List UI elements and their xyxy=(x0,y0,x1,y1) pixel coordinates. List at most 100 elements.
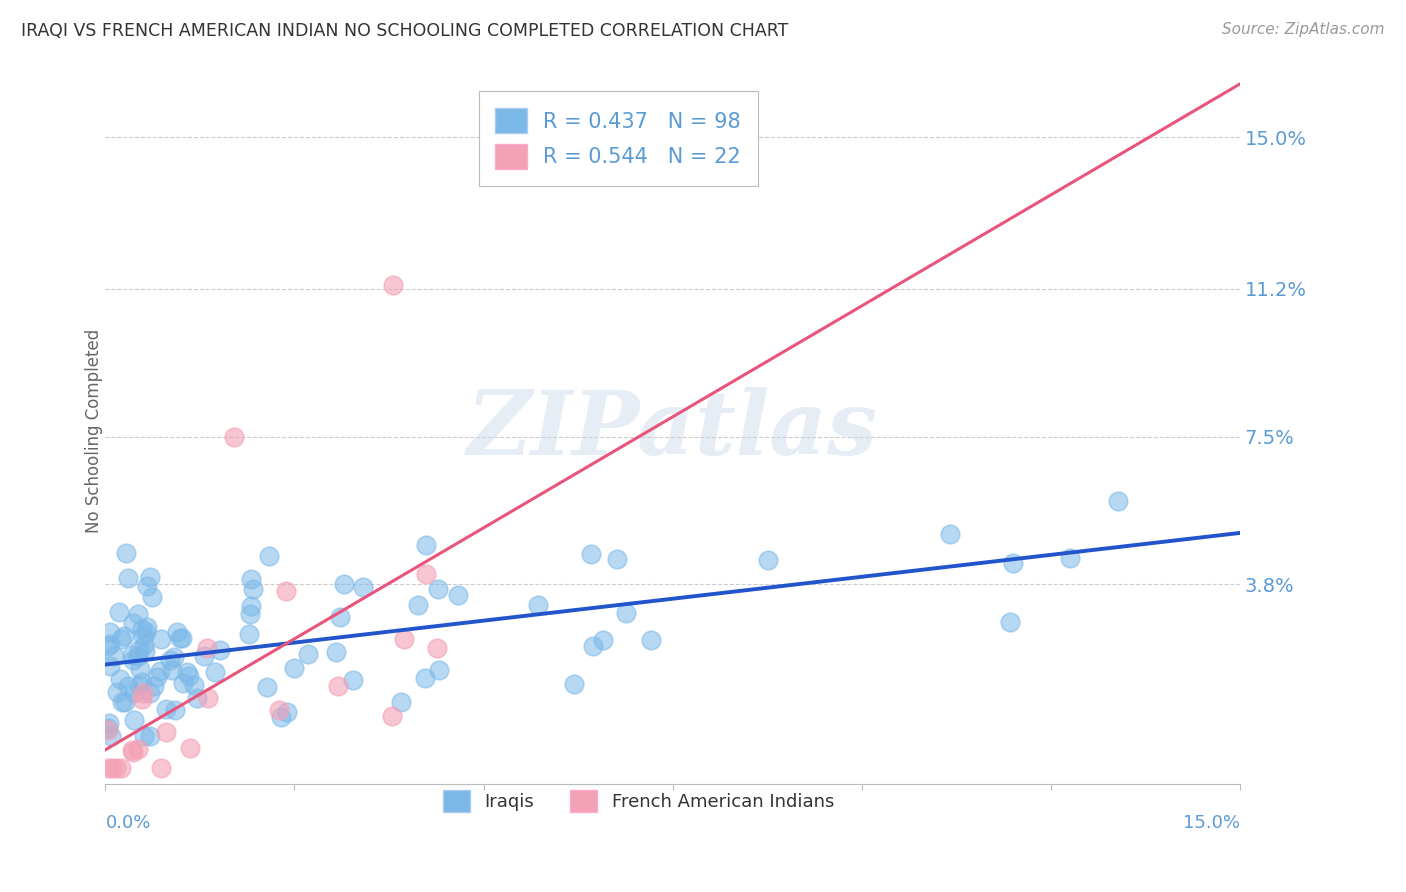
Point xyxy=(1002,556,1025,570)
Point xyxy=(97,761,120,775)
Point xyxy=(415,538,437,552)
Point xyxy=(142,679,165,693)
Point xyxy=(127,607,149,622)
Point xyxy=(110,632,132,646)
Point xyxy=(98,659,121,673)
Point xyxy=(132,638,155,652)
Point xyxy=(127,741,149,756)
Point xyxy=(162,663,184,677)
Point xyxy=(222,429,245,443)
Point xyxy=(283,661,305,675)
Point xyxy=(132,729,155,743)
Point xyxy=(1107,493,1129,508)
Point xyxy=(134,644,156,658)
Point xyxy=(100,761,122,775)
Point xyxy=(117,571,139,585)
Point xyxy=(239,607,262,621)
Point xyxy=(114,695,136,709)
Point xyxy=(352,580,374,594)
Point xyxy=(939,527,962,541)
Point xyxy=(413,671,436,685)
Point xyxy=(163,649,186,664)
Point xyxy=(131,675,153,690)
Point xyxy=(121,743,143,757)
Point xyxy=(257,549,280,563)
Point xyxy=(122,616,145,631)
Point xyxy=(527,598,550,612)
Point xyxy=(592,632,614,647)
Point xyxy=(239,599,262,613)
Point xyxy=(108,672,131,686)
Point xyxy=(179,669,201,683)
Point xyxy=(756,553,779,567)
Text: ZIPatlas: ZIPatlas xyxy=(467,387,879,474)
Point xyxy=(97,716,120,731)
Point xyxy=(131,692,153,706)
Point xyxy=(183,678,205,692)
Point xyxy=(179,740,201,755)
Point xyxy=(136,620,159,634)
Point xyxy=(155,725,177,739)
Point xyxy=(415,566,437,581)
Point xyxy=(427,582,450,596)
Point xyxy=(115,547,138,561)
Point xyxy=(329,610,352,624)
Point xyxy=(107,685,129,699)
Point xyxy=(128,643,150,657)
Point xyxy=(141,590,163,604)
Point xyxy=(270,710,292,724)
Point xyxy=(104,761,127,775)
Text: Source: ZipAtlas.com: Source: ZipAtlas.com xyxy=(1222,22,1385,37)
Point xyxy=(204,665,226,679)
Point xyxy=(193,649,215,664)
Point xyxy=(582,640,605,654)
Point xyxy=(127,649,149,664)
Point xyxy=(197,690,219,705)
Legend: Iraqis, French American Indians: Iraqis, French American Indians xyxy=(434,780,844,821)
Point xyxy=(136,579,159,593)
Point xyxy=(98,624,121,639)
Point xyxy=(1059,551,1081,566)
Point xyxy=(616,606,638,620)
Point xyxy=(239,572,262,586)
Point xyxy=(139,729,162,743)
Point xyxy=(172,676,194,690)
Point xyxy=(97,721,120,735)
Point xyxy=(155,701,177,715)
Point xyxy=(606,551,628,566)
Point xyxy=(124,686,146,700)
Point xyxy=(186,690,208,705)
Text: IRAQI VS FRENCH AMERICAN INDIAN NO SCHOOLING COMPLETED CORRELATION CHART: IRAQI VS FRENCH AMERICAN INDIAN NO SCHOO… xyxy=(21,22,789,40)
Point xyxy=(406,598,429,612)
Point xyxy=(166,625,188,640)
Point xyxy=(97,723,120,737)
Point xyxy=(121,648,143,662)
Point xyxy=(149,632,172,646)
Point xyxy=(98,637,121,651)
Point xyxy=(117,679,139,693)
Point xyxy=(426,641,449,656)
Point xyxy=(103,648,125,663)
Point xyxy=(122,713,145,727)
Point xyxy=(131,629,153,643)
Point xyxy=(1000,615,1022,630)
Text: 0.0%: 0.0% xyxy=(105,814,150,832)
Point xyxy=(146,670,169,684)
Text: 15.0%: 15.0% xyxy=(1182,814,1240,832)
Point xyxy=(581,548,603,562)
Point xyxy=(122,745,145,759)
Point xyxy=(128,678,150,692)
Point xyxy=(562,677,585,691)
Point xyxy=(238,627,260,641)
Point xyxy=(100,729,122,743)
Point xyxy=(394,632,416,646)
Point xyxy=(111,695,134,709)
Point xyxy=(297,647,319,661)
Point xyxy=(135,625,157,640)
Point xyxy=(149,664,172,678)
Point xyxy=(242,582,264,596)
Point xyxy=(446,588,468,602)
Point xyxy=(122,653,145,667)
Point xyxy=(112,629,135,643)
Point xyxy=(427,664,450,678)
